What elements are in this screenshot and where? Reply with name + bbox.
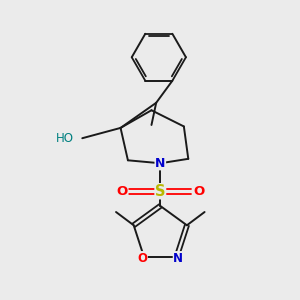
- Text: HO: HO: [56, 132, 74, 145]
- Text: O: O: [116, 185, 128, 198]
- Text: S: S: [155, 184, 166, 199]
- Text: N: N: [155, 157, 166, 170]
- Text: O: O: [193, 185, 204, 198]
- Text: O: O: [137, 251, 147, 265]
- Text: N: N: [173, 251, 183, 265]
